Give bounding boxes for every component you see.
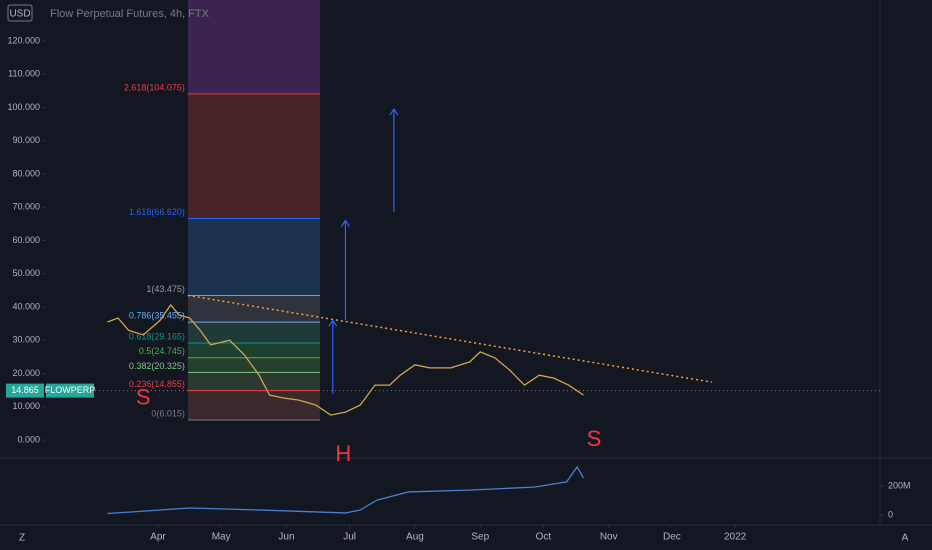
price-line — [107, 303, 584, 416]
y-tick-label: 90.000 — [12, 135, 40, 145]
arrow — [328, 319, 338, 395]
fib-label: 0.382(20.325) — [129, 361, 185, 371]
chart-title: Flow Perpetual Futures, 4h, FTX — [50, 8, 210, 20]
x-tick-label: Apr — [150, 532, 166, 543]
annotation: S — [136, 384, 151, 409]
arrow — [389, 108, 399, 213]
fib-label: 0.5(24.745) — [139, 346, 185, 356]
y-tick-label: 70.000 — [12, 202, 40, 212]
fib-band — [187, 372, 320, 391]
fib-label: 0.236(14.855) — [129, 379, 185, 389]
fib-band — [187, 390, 320, 421]
x-tick-label: Jun — [278, 532, 294, 543]
trendline — [187, 294, 713, 383]
y-tick-label: 80.000 — [12, 168, 40, 178]
fib-bands — [187, 0, 320, 421]
y-tick-label: 30.000 — [12, 335, 40, 345]
toolbar-z[interactable]: Z — [19, 533, 25, 544]
y-tick-label: 100.000 — [7, 102, 40, 112]
toolbar-a[interactable]: A — [902, 533, 909, 544]
fib-band — [187, 218, 320, 296]
price-line — [107, 465, 585, 515]
fib-label: 1(43.475) — [146, 284, 185, 294]
x-tick-label: Jul — [343, 532, 356, 543]
fib-band — [187, 343, 320, 358]
symbol-tag — [46, 383, 94, 398]
x-tick-label: May — [212, 532, 231, 543]
currency: USD — [9, 9, 30, 20]
y-tick-label: 10.000 — [12, 401, 40, 411]
y-tick-label: 120.000 — [7, 35, 40, 45]
y-tick-label: 20.000 — [12, 368, 40, 378]
currency-badge[interactable] — [7, 4, 33, 22]
annotation: H — [335, 441, 351, 466]
x-tick-label: 2022 — [724, 532, 747, 543]
fib-label: 0(6.015) — [151, 408, 185, 418]
y2-tick-label: 200M — [888, 480, 911, 490]
fib-band — [187, 295, 320, 323]
symbol-tag-text: FLOWPERP — [45, 385, 96, 395]
x-tick-label: Aug — [406, 532, 424, 543]
y-tick-label: 60.000 — [12, 235, 40, 245]
x-tick-label: Oct — [536, 532, 552, 543]
x-tick-label: Dec — [663, 532, 681, 543]
y-tick-label: 50.000 — [12, 268, 40, 278]
fib-label: 0.618(29.165) — [129, 331, 185, 341]
annotation: S — [587, 426, 602, 451]
fib-band — [187, 93, 320, 219]
x-tick-label: Nov — [600, 532, 618, 543]
price-tag — [6, 383, 44, 398]
x-tick-label: Sep — [471, 532, 489, 543]
fib-label: 1.618(66.620) — [129, 207, 185, 217]
price-tag-text: 14.865 — [11, 385, 39, 395]
fib-band — [187, 357, 320, 373]
y-tick-label: 0.000 — [17, 434, 40, 444]
arrow — [340, 219, 350, 321]
y-tick-label: 40.000 — [12, 301, 40, 311]
y-tick-label: 110.000 — [8, 69, 40, 79]
fib-label: 2.618(104.075) — [124, 82, 185, 92]
fib-label: 0.786(35.455) — [129, 310, 185, 320]
fib-band — [187, 0, 320, 94]
fib-band — [187, 322, 320, 344]
y2-tick-label: 0 — [888, 509, 893, 519]
